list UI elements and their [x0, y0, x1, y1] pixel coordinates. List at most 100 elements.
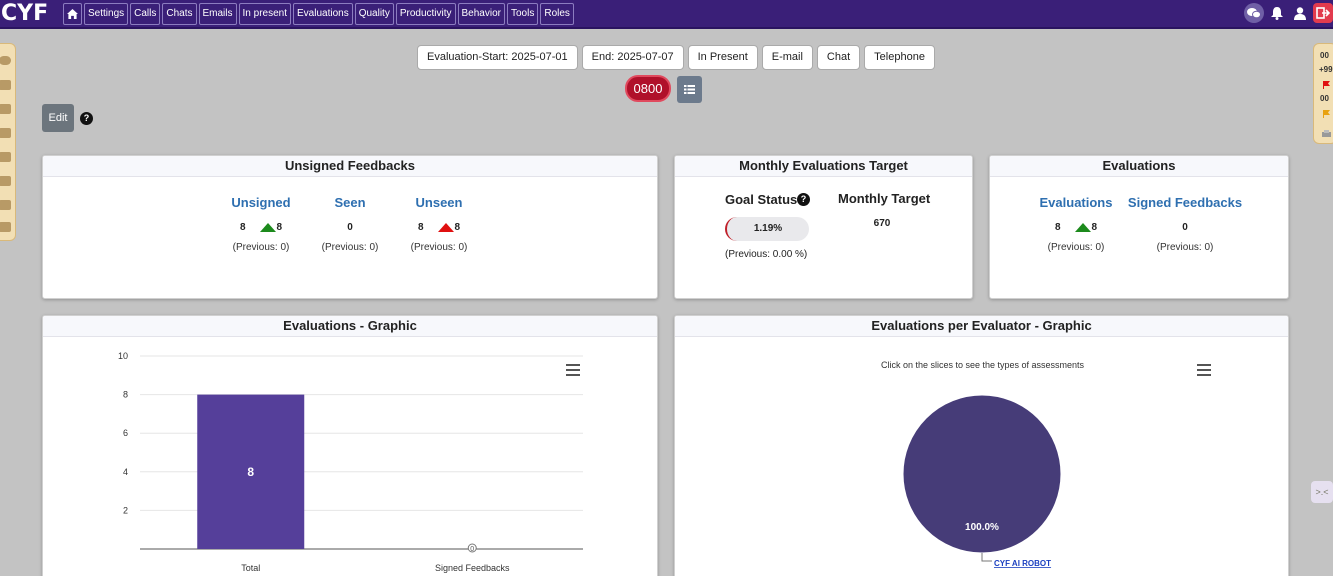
edit-button[interactable]: Edit [42, 104, 74, 132]
right-indicator-panel: 00 +99 00 [1313, 43, 1333, 144]
pie-subtitle: Click on the slices to see the types of … [880, 360, 1085, 370]
evaluations-label[interactable]: Evaluations [1039, 195, 1113, 210]
up-arrow-icon [259, 223, 276, 232]
nav-behavior[interactable]: Behavior [457, 3, 505, 25]
evaluations-card: Evaluations Evaluations 8 8 (Previous: 0)… [989, 155, 1289, 299]
x-category-label: Signed Feedbacks [435, 563, 510, 573]
monthly-target-label: Monthly Target [838, 191, 931, 206]
seen-label[interactable]: Seen [334, 195, 366, 210]
unseen-label[interactable]: Unseen [415, 195, 463, 210]
logout-icon[interactable] [1313, 3, 1333, 23]
toolbar-team-icon[interactable] [0, 200, 11, 210]
yellow-flag-icon[interactable] [1323, 110, 1330, 118]
indicator-count-3: 00 [1320, 94, 1329, 103]
printer-icon[interactable] [1322, 130, 1331, 138]
nav-settings[interactable]: Settings [84, 3, 129, 25]
zero-marker [467, 543, 477, 553]
chat-filter[interactable]: Chat [816, 45, 861, 70]
bar-0[interactable] [197, 394, 305, 549]
toolbar-user-icon[interactable] [0, 128, 11, 138]
bell-icon[interactable] [1267, 3, 1287, 23]
top-navbar: CYF Settings Calls Chats Emails In prese… [0, 0, 1333, 29]
unsigned-card-title: Unsigned Feedbacks [43, 156, 657, 177]
red-up-arrow-icon [437, 223, 454, 232]
evaluation-start-filter[interactable]: Evaluation-Start: 2025-07-01 [417, 45, 578, 70]
nav-in-present[interactable]: In present [238, 3, 291, 25]
telephone-filter[interactable]: Telephone [864, 45, 935, 70]
evaluations-value: 8 [1054, 222, 1061, 233]
goal-help-icon[interactable]: ? [797, 193, 810, 206]
unsigned-label[interactable]: Unsigned [231, 195, 291, 210]
y-tick-label: 4 [123, 467, 128, 477]
toolbar-cloud-icon[interactable] [0, 56, 11, 65]
x-category-label: Total [241, 563, 260, 573]
in-present-filter[interactable]: In Present [687, 45, 758, 70]
top-icons [1244, 3, 1333, 23]
signed-feedbacks-previous: (Previous: 0) [1156, 242, 1214, 253]
user-icon[interactable] [1290, 3, 1310, 23]
unsigned-stat: Unsigned 8 8 (Previous: 0) [211, 195, 311, 253]
evaluations-stat: Evaluations 8 8 (Previous: 0) [1026, 195, 1126, 253]
unsigned-delta: 8 [276, 222, 283, 233]
unseen-value: 8 [417, 222, 424, 233]
bar-chart-menu-icon[interactable] [566, 364, 580, 379]
unsigned-value: 8 [239, 222, 246, 233]
signed-feedbacks-label[interactable]: Signed Feedbacks [1127, 195, 1243, 210]
bar-data-label: 8 [247, 465, 254, 479]
evaluations-graphic-card: Evaluations - Graphic 2 4 6 8 10 8 Total 0 Signe… [42, 315, 658, 576]
nav-emails[interactable]: Emails [198, 3, 237, 25]
monthly-target-card: Monthly Evaluations Target Goal Status ?… [674, 155, 973, 299]
end-date-filter[interactable]: End: 2025-07-07 [581, 45, 684, 70]
nav-chats[interactable]: Chats [162, 3, 197, 25]
evaluations-up-arrow-icon [1074, 223, 1091, 232]
unseen-previous: (Previous: 0) [410, 242, 468, 253]
pie-card-title: Evaluations per Evaluator - Graphic [675, 316, 1288, 337]
help-icon[interactable]: ? [80, 112, 93, 125]
left-quick-toolbar [0, 43, 16, 241]
goal-previous: (Previous: 0.00 %) [725, 249, 808, 260]
evaluations-card-title: Evaluations [990, 156, 1288, 177]
app-logo[interactable]: CYF [1, 1, 49, 26]
seen-previous: (Previous: 0) [321, 242, 379, 253]
nav-tools[interactable]: Tools [506, 3, 539, 25]
toolbar-list-icon[interactable] [0, 80, 11, 90]
monthly-card-title: Monthly Evaluations Target [675, 156, 972, 177]
y-tick-label: 10 [118, 351, 128, 361]
seen-value: 0 [347, 222, 353, 233]
seen-stat: Seen 0 (Previous: 0) [300, 195, 400, 253]
home-icon [67, 9, 78, 19]
nav-quality[interactable]: Quality [354, 3, 394, 25]
assistant-widget-icon[interactable]: >.< [1311, 481, 1333, 503]
toolbar-calendar-icon[interactable] [0, 152, 11, 162]
chat-icon[interactable] [1244, 3, 1264, 23]
goal-status-label: Goal Status [725, 192, 798, 207]
y-tick-label: 8 [123, 390, 128, 400]
bar-chart: 2 4 6 8 10 8 Total 0 Signed Feedbacks [118, 351, 583, 573]
list-icon [684, 85, 695, 94]
unseen-delta: 8 [454, 222, 461, 233]
toolbar-chart-icon[interactable] [0, 104, 11, 114]
nav-roles[interactable]: Roles [540, 3, 574, 25]
pie-chart-menu-icon[interactable] [1197, 364, 1211, 379]
goal-status-bar: 1.19% [725, 217, 809, 241]
evaluations-previous: (Previous: 0) [1047, 242, 1105, 253]
email-filter[interactable]: E-mail [761, 45, 813, 70]
home-button[interactable] [63, 3, 82, 25]
nav-productivity[interactable]: Productivity [395, 3, 456, 25]
toolbar-tools-icon[interactable] [0, 222, 11, 232]
pie-slice-label[interactable]: CYF AI ROBOT [994, 559, 1051, 568]
unseen-stat: Unseen 8 8 (Previous: 0) [389, 195, 489, 253]
bar-data-label: 0 [470, 546, 474, 553]
nav-calls[interactable]: Calls [130, 3, 161, 25]
y-tick-label: 2 [123, 505, 128, 515]
evaluations-delta: 8 [1091, 222, 1098, 233]
evaluator-graphic-card: Evaluations per Evaluator - Graphic Clic… [674, 315, 1289, 576]
pie-connector [981, 553, 992, 562]
nav-evaluations[interactable]: Evaluations [293, 3, 353, 25]
campaign-badge[interactable]: 0800 [625, 75, 671, 102]
list-view-button[interactable] [677, 76, 702, 103]
toolbar-headset-icon[interactable] [0, 176, 11, 186]
unsigned-feedbacks-card: Unsigned Feedbacks Unsigned 8 8 (Previous… [42, 155, 658, 299]
y-tick-label: 6 [123, 428, 128, 438]
red-flag-icon[interactable] [1323, 81, 1330, 89]
